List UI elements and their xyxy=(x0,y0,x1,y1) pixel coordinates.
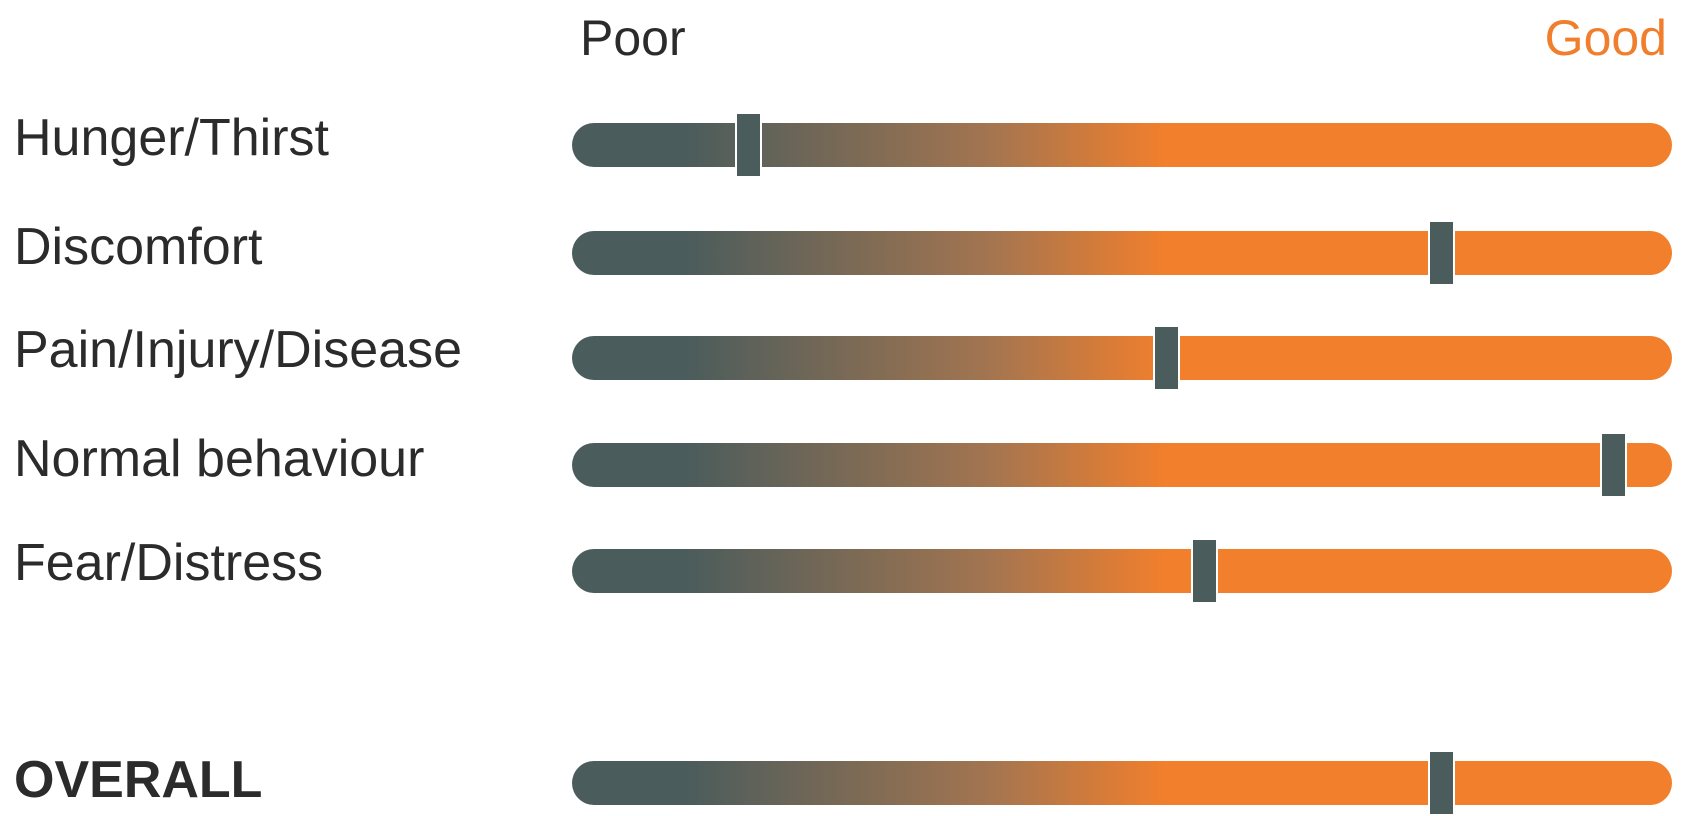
marker-discomfort xyxy=(1427,220,1455,286)
scale-min-label: Poor xyxy=(580,10,686,66)
track-pain-injury-disease xyxy=(572,325,1672,391)
track-fear-distress xyxy=(572,538,1672,604)
row-label-normal-behaviour: Normal behaviour xyxy=(14,430,425,488)
track-overall xyxy=(572,750,1672,816)
marker-normal-behaviour xyxy=(1600,432,1628,498)
row-label-overall: OVERALL xyxy=(14,751,263,809)
track-hunger-thirst xyxy=(572,112,1672,178)
marker-fear-distress xyxy=(1191,538,1218,604)
scale-max-label: Good xyxy=(1544,10,1667,66)
marker-hunger-thirst xyxy=(734,112,762,178)
row-label-discomfort: Discomfort xyxy=(14,218,263,276)
marker-pain-injury-disease xyxy=(1152,325,1180,391)
marker-overall xyxy=(1427,750,1455,816)
row-label-hunger-thirst: Hunger/Thirst xyxy=(14,109,329,167)
row-label-pain-injury-disease: Pain/Injury/Disease xyxy=(14,321,462,379)
track-normal-behaviour xyxy=(572,432,1672,498)
track-discomfort xyxy=(572,220,1672,286)
row-label-fear-distress: Fear/Distress xyxy=(14,534,324,592)
